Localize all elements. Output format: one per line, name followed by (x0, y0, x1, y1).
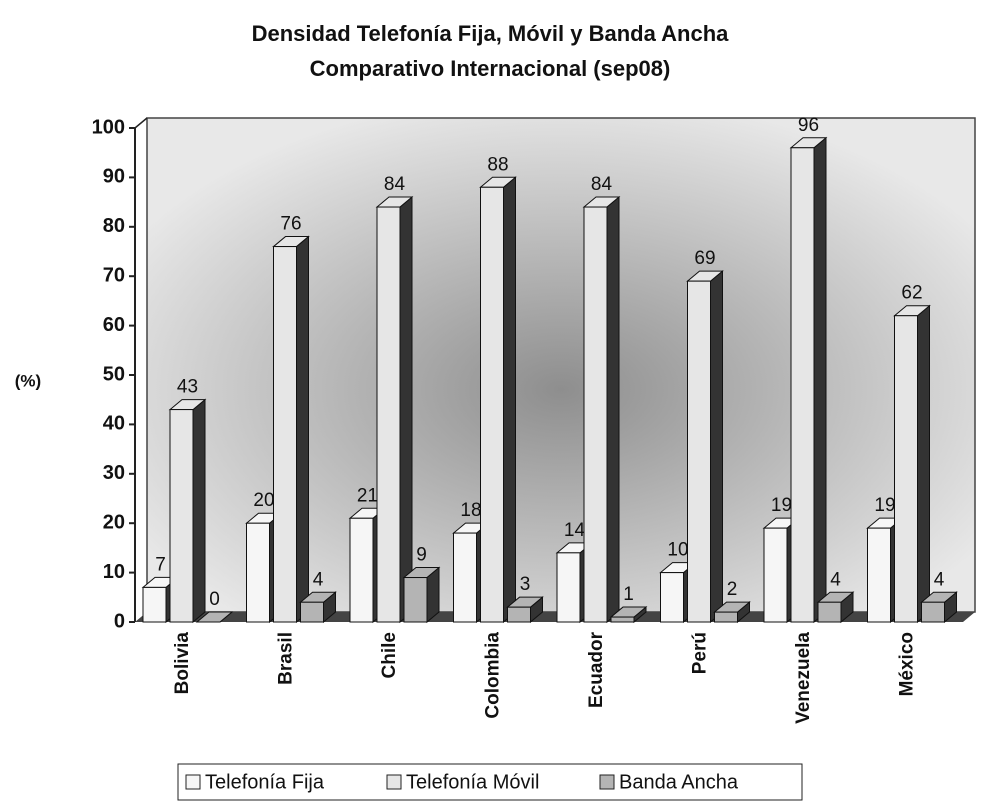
bar (583, 206, 608, 623)
bar (714, 611, 738, 623)
legend-label: Telefonía Móvil (406, 771, 539, 793)
value-label: 43 (177, 377, 198, 398)
bar (403, 577, 428, 623)
bar (246, 522, 270, 623)
bar-side (192, 398, 206, 624)
bar (894, 315, 918, 623)
legend-label: Banda Ancha (619, 771, 739, 793)
bar-side (503, 176, 516, 624)
value-label: 76 (280, 214, 301, 235)
y-axis-label: (%) (15, 371, 41, 390)
value-label: 69 (694, 248, 715, 269)
chart-subtitle: Comparativo Internacional (sep08) (310, 56, 671, 81)
value-label: 9 (416, 545, 427, 566)
axis-edge (134, 117, 148, 129)
legend-swatch (599, 774, 615, 790)
value-label: 4 (830, 569, 841, 590)
bar (480, 186, 504, 623)
value-label: 10 (667, 540, 688, 561)
bar-top (195, 611, 234, 623)
value-label: 96 (798, 115, 819, 136)
x-tick-label: Bolivia (172, 632, 193, 695)
bar-side (813, 136, 827, 624)
x-tick-label: Venezuela (793, 632, 814, 724)
value-label: 19 (874, 495, 895, 516)
y-tick-label: 70 (103, 264, 125, 286)
bar (376, 206, 401, 623)
bar-side (917, 304, 930, 624)
bar-side (399, 195, 413, 624)
x-tick-label: Ecuador (586, 631, 607, 708)
value-label: 84 (591, 174, 613, 195)
bar (349, 517, 374, 623)
legend-swatch (386, 774, 402, 790)
y-tick-label: 40 (103, 413, 125, 435)
legend-box (177, 763, 803, 801)
value-label: 0 (209, 589, 220, 610)
y-tick-label: 50 (103, 363, 125, 385)
bar (817, 601, 842, 623)
x-tick-label: México (897, 632, 918, 696)
legend-swatch (185, 774, 201, 790)
bar (300, 601, 324, 623)
y-tick-label: 0 (114, 610, 125, 632)
value-label: 1 (623, 584, 634, 605)
bar-side (296, 235, 309, 624)
value-label: 2 (727, 579, 738, 600)
y-tick-label: 30 (103, 462, 125, 484)
y-tick-label: 10 (103, 561, 125, 583)
bar (507, 606, 531, 623)
x-tick-label: Colombia (483, 632, 504, 719)
y-tick-label: 100 (92, 116, 125, 138)
bar (763, 527, 788, 623)
value-label: 62 (901, 283, 922, 304)
bar (687, 280, 711, 623)
bar (142, 586, 167, 623)
chart-title: Densidad Telefonía Fija, Móvil y Banda A… (252, 21, 730, 46)
value-label: 84 (384, 174, 406, 195)
value-label: 19 (771, 495, 792, 516)
x-tick-label: Brasil (276, 632, 297, 685)
value-label: 18 (460, 500, 481, 521)
bar-side (606, 195, 620, 624)
value-label: 21 (357, 485, 378, 506)
bar (660, 572, 684, 623)
bar (867, 527, 891, 623)
bar (556, 552, 581, 623)
y-tick-label: 60 (103, 314, 125, 336)
value-label: 4 (313, 569, 324, 590)
legend-label: Telefonía Fija (205, 771, 325, 793)
x-tick-label: Chile (379, 632, 400, 678)
bar (610, 616, 635, 623)
bar (169, 409, 194, 623)
value-label: 88 (487, 154, 508, 175)
value-label: 3 (520, 574, 531, 595)
value-label: 4 (934, 569, 945, 590)
bar (453, 532, 477, 623)
y-tick-label: 80 (103, 215, 125, 237)
y-tick-label: 90 (103, 166, 125, 188)
value-label: 14 (564, 520, 586, 541)
bar-side (710, 270, 723, 624)
value-label: 7 (155, 554, 166, 575)
bar (921, 601, 945, 623)
x-tick-label: Perú (690, 632, 711, 674)
value-label: 20 (253, 490, 274, 511)
bar (273, 246, 297, 623)
bar (790, 147, 815, 623)
y-tick-label: 20 (103, 511, 125, 533)
